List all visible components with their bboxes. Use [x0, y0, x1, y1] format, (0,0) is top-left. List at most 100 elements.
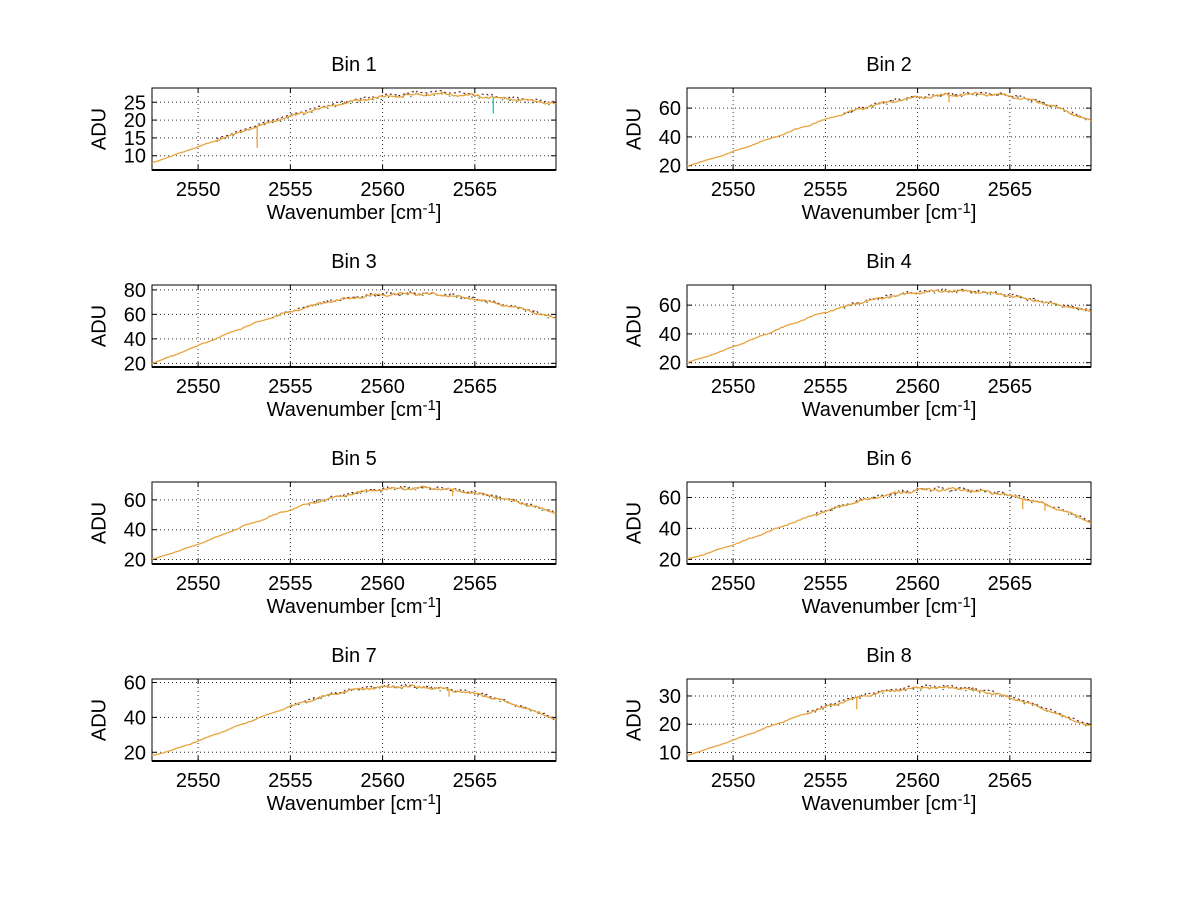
series-line: [686, 486, 1092, 560]
y-tick-label: 10: [124, 146, 146, 168]
x-axis-label: Wavenumber [cm-1]: [152, 594, 556, 619]
plot-canvas-bin-7: 20 40 60 2550 2555 2560 2565: [124, 672, 557, 792]
plot-title: Bin 6: [866, 448, 912, 470]
plot-title: Bin 1: [331, 54, 377, 76]
series-overlay-dark: [843, 287, 1092, 311]
x-axis-label: Wavenumber [cm-1]: [152, 791, 556, 816]
series-overlay-dark: [271, 290, 557, 319]
x-axis-label-text: Wavenumber [cm: [266, 793, 423, 815]
plot-canvas-bin-4: 20 40 60 2550 2555 2560 2565: [659, 284, 1092, 398]
x-tick-label: 2555: [803, 179, 848, 201]
y-tick-label: 60: [124, 672, 146, 694]
plot-title: Bin 3: [331, 251, 377, 273]
y-tick-label: 30: [659, 686, 681, 708]
y-tick-label: 10: [659, 743, 681, 765]
y-tick-label: 60: [659, 98, 681, 120]
y-tick-label: 40: [659, 518, 681, 540]
plot-title: Bin 2: [866, 54, 912, 76]
x-tick-label: 2565: [988, 179, 1033, 201]
x-tick-label: 2565: [453, 376, 498, 398]
y-tick-label: 20: [124, 550, 146, 572]
y-tick-label: 40: [124, 707, 146, 729]
x-axis-label-superscript: -1: [422, 200, 436, 217]
x-tick-label: 2550: [711, 573, 756, 595]
x-tick-label: 2555: [268, 770, 313, 792]
x-tick-label: 2560: [360, 179, 405, 201]
y-tick-label: 15: [124, 128, 146, 150]
x-axis-label: Wavenumber [cm-1]: [687, 397, 1091, 422]
series-overlay-green: [271, 291, 557, 320]
x-axis-label-superscript: -1: [422, 397, 436, 414]
x-axis-label: Wavenumber [cm-1]: [687, 791, 1091, 816]
x-tick-label: 2550: [176, 573, 221, 595]
plot-title: Bin 7: [331, 645, 377, 667]
series-overlay-green: [806, 686, 1092, 728]
series-overlay-dark: [290, 683, 557, 720]
y-tick-label: 60: [124, 304, 146, 326]
y-tick-label: 40: [124, 329, 146, 351]
x-tick-label: 2550: [711, 770, 756, 792]
y-tick-label: 20: [124, 110, 146, 132]
x-tick-label: 2560: [895, 376, 940, 398]
x-tick-label: 2560: [895, 179, 940, 201]
plot-title: Bin 8: [866, 645, 912, 667]
series-overlay-dark: [216, 90, 557, 140]
x-axis-label: Wavenumber [cm-1]: [687, 594, 1091, 619]
x-tick-label: 2555: [268, 179, 313, 201]
x-axis-label-text: Wavenumber [cm: [801, 596, 958, 618]
subplot-bin-7: Bin 7 ADU 20 40 60 2550 2555 2560 2565 Wavenum…: [47, 643, 562, 839]
series-overlay-dark: [815, 486, 1092, 523]
x-tick-label: 2560: [360, 376, 405, 398]
series-line: [151, 684, 557, 757]
x-tick-label: 2565: [988, 573, 1033, 595]
x-axis-label-text: Wavenumber [cm: [801, 399, 958, 421]
x-axis-label: Wavenumber [cm-1]: [687, 200, 1091, 225]
series-line: [686, 289, 1092, 364]
y-tick-label: 40: [659, 324, 681, 346]
subplot-bin-5: Bin 5 ADU 20 40 60 2550 2555 2560 2565 Wavenum…: [47, 446, 562, 642]
x-tick-label: 2560: [360, 770, 405, 792]
x-tick-label: 2565: [453, 770, 498, 792]
x-axis-label-superscript: -1: [957, 200, 971, 217]
y-tick-label: 20: [124, 353, 146, 375]
x-axis-label-close: ]: [970, 596, 977, 618]
subplot-bin-6: Bin 6 ADU 20 40 60 2550 2555 2560 2565 Wavenum…: [582, 446, 1097, 642]
plot-canvas-bin-8: 10 20 30 2550 2555 2560 2565: [659, 678, 1092, 792]
x-axis-label-text: Wavenumber [cm: [801, 202, 958, 224]
plot-title: Bin 5: [331, 448, 377, 470]
x-axis-label-text: Wavenumber [cm: [801, 793, 958, 815]
y-tick-label: 40: [124, 520, 146, 542]
x-axis-label: Wavenumber [cm-1]: [152, 397, 556, 422]
series-line: [686, 91, 1092, 167]
x-axis-label-close: ]: [970, 793, 977, 815]
y-tick-label: 25: [124, 92, 146, 114]
y-tick-label: 60: [659, 295, 681, 317]
series-overlay-green: [290, 685, 557, 721]
x-tick-label: 2560: [895, 770, 940, 792]
y-tick-label: 20: [659, 156, 681, 178]
series-line: [686, 685, 1092, 756]
plot-canvas-bin-5: 20 40 60 2550 2555 2560 2565: [124, 481, 557, 595]
plot-canvas-bin-2: 20 40 60 2550 2555 2560 2565: [659, 87, 1092, 201]
x-tick-label: 2550: [711, 376, 756, 398]
x-axis-label-text: Wavenumber [cm: [266, 399, 423, 421]
axis-box: [686, 678, 1092, 762]
x-axis-label-close: ]: [435, 793, 442, 815]
series-overlay-green: [843, 289, 1092, 312]
series-overlay-green: [843, 92, 1092, 123]
x-axis-label-close: ]: [435, 202, 442, 224]
x-axis-label-close: ]: [970, 202, 977, 224]
x-axis-label-text: Wavenumber [cm: [266, 596, 423, 618]
axis-box: [686, 284, 1092, 368]
x-tick-label: 2560: [360, 573, 405, 595]
x-tick-label: 2555: [268, 573, 313, 595]
y-tick-label: 80: [124, 280, 146, 302]
series-overlay-dark: [806, 684, 1092, 725]
x-axis-label-superscript: -1: [957, 791, 971, 808]
plot-canvas-bin-6: 20 40 60 2550 2555 2560 2565: [659, 481, 1092, 595]
subplot-bin-2: Bin 2 ADU 20 40 60 2550 2555 2560 2565 Wavenum…: [582, 52, 1097, 248]
series-overlay-green: [815, 486, 1092, 524]
x-axis-label: Wavenumber [cm-1]: [152, 200, 556, 225]
